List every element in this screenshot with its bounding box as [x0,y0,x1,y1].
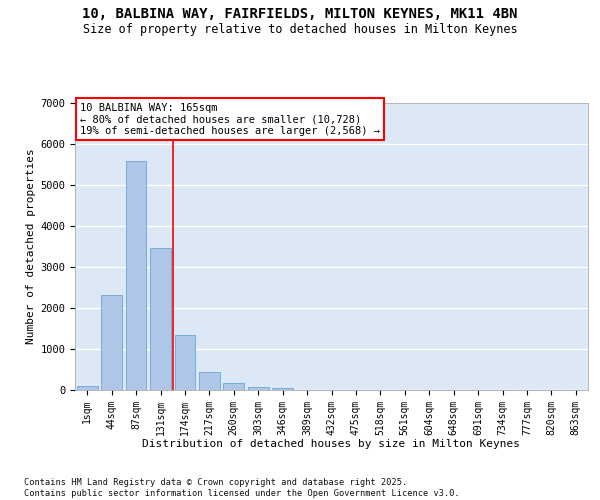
Bar [125,161,146,390]
X-axis label: Distribution of detached houses by size in Milton Keynes: Distribution of detached houses by size … [143,439,521,449]
Bar [175,335,196,390]
Bar [101,294,122,390]
Y-axis label: Number of detached properties: Number of detached properties [26,148,36,344]
Text: 10, BALBINA WAY, FAIRFIELDS, MILTON KEYNES, MK11 4BN: 10, BALBINA WAY, FAIRFIELDS, MILTON KEYN… [82,8,518,22]
Bar [248,386,269,390]
Text: Size of property relative to detached houses in Milton Keynes: Size of property relative to detached ho… [83,22,517,36]
Text: Contains HM Land Registry data © Crown copyright and database right 2025.
Contai: Contains HM Land Registry data © Crown c… [24,478,460,498]
Bar [150,248,171,390]
Text: 10 BALBINA WAY: 165sqm
← 80% of detached houses are smaller (10,728)
19% of semi: 10 BALBINA WAY: 165sqm ← 80% of detached… [80,102,380,136]
Bar [272,388,293,390]
Bar [77,386,98,390]
Bar [199,372,220,390]
Bar [223,383,244,390]
